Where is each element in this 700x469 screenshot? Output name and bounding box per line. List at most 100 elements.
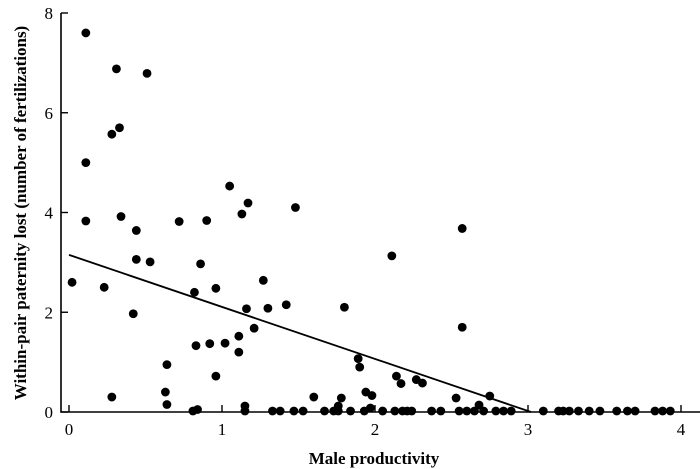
data-point-64 (396, 379, 406, 388)
data-point-53 (346, 406, 355, 416)
data-point-39 (263, 303, 273, 313)
data-point-70 (427, 406, 437, 416)
data-points (67, 28, 675, 416)
data-point-12 (131, 254, 141, 264)
data-point-62 (390, 406, 400, 416)
data-point-82 (499, 406, 508, 416)
data-point-25 (205, 339, 215, 349)
data-point-92 (623, 406, 632, 416)
data-point-32 (237, 209, 247, 219)
data-point-5 (107, 129, 117, 139)
data-point-27 (211, 371, 221, 381)
data-point-36 (242, 304, 251, 314)
data-point-3 (81, 216, 91, 226)
data-point-10 (128, 309, 138, 319)
y-tick-label-1: 2 (45, 303, 54, 322)
data-point-84 (538, 406, 548, 416)
x-axis-title: Male productivity (309, 449, 440, 468)
data-point-6 (112, 64, 121, 74)
data-point-67 (407, 406, 417, 416)
data-point-44 (291, 203, 300, 212)
data-point-59 (367, 391, 377, 400)
data-point-42 (281, 300, 291, 310)
data-point-91 (612, 406, 622, 416)
data-point-95 (658, 406, 668, 416)
y-tick-label-4: 8 (45, 4, 54, 23)
data-point-40 (268, 406, 277, 416)
data-point-30 (234, 331, 244, 341)
data-point-31 (234, 347, 244, 357)
data-point-93 (630, 406, 640, 416)
data-point-71 (436, 406, 446, 416)
data-point-87 (564, 406, 574, 416)
data-point-90 (595, 406, 605, 416)
data-point-23 (196, 259, 205, 269)
data-point-69 (418, 378, 427, 388)
x-tick-label-4: 4 (677, 420, 686, 439)
data-point-14 (145, 257, 155, 267)
data-point-81 (491, 406, 501, 416)
data-point-54 (353, 354, 363, 364)
data-point-18 (174, 217, 184, 226)
data-point-50 (333, 406, 343, 416)
data-point-86 (558, 406, 568, 416)
data-point-52 (340, 302, 349, 312)
data-point-19 (190, 287, 199, 297)
data-point-1 (81, 28, 91, 38)
data-point-7 (115, 123, 124, 133)
data-point-46 (309, 392, 319, 402)
data-point-78 (474, 400, 484, 410)
data-point-58 (366, 403, 375, 413)
y-tick-label-2: 4 (45, 204, 54, 223)
data-point-79 (479, 406, 489, 416)
data-point-83 (506, 406, 516, 416)
data-point-16 (162, 360, 172, 370)
regression-line (68, 254, 532, 413)
data-point-15 (160, 387, 170, 397)
data-point-26 (211, 283, 221, 293)
x-tick-label-1: 1 (218, 420, 227, 439)
data-point-51 (336, 393, 346, 403)
data-point-94 (650, 406, 660, 416)
x-tick-label-0: 0 (65, 420, 74, 439)
data-point-80 (485, 391, 495, 401)
data-point-55 (355, 362, 365, 372)
data-point-75 (457, 322, 467, 332)
data-point-17 (162, 400, 172, 409)
data-point-88 (574, 406, 583, 416)
data-point-11 (131, 226, 141, 235)
data-point-22 (191, 341, 201, 351)
plot-frame (60, 13, 700, 413)
data-point-4 (99, 282, 109, 292)
data-point-0 (67, 277, 77, 287)
data-point-9 (107, 392, 117, 402)
data-point-34 (240, 406, 250, 416)
data-point-77 (470, 406, 479, 416)
data-point-96 (665, 406, 675, 416)
y-tick-label-3: 6 (45, 104, 54, 123)
data-point-72 (451, 393, 461, 403)
x-tick-label-2: 2 (371, 420, 380, 439)
data-point-8 (116, 212, 126, 221)
data-point-24 (202, 216, 212, 225)
data-point-28 (220, 338, 230, 348)
data-point-47 (320, 406, 329, 416)
data-point-13 (142, 68, 152, 78)
data-point-38 (258, 275, 268, 285)
data-point-35 (243, 198, 253, 208)
data-point-60 (378, 406, 388, 416)
x-tick-label-3: 3 (524, 420, 533, 439)
y-tick-label-0: 0 (45, 403, 54, 422)
data-point-61 (387, 251, 397, 261)
data-point-63 (392, 371, 401, 381)
data-point-43 (289, 406, 299, 416)
axes (60, 13, 700, 413)
data-point-29 (225, 181, 235, 191)
ticks (61, 12, 682, 413)
data-point-74 (457, 224, 467, 233)
data-point-45 (298, 406, 308, 416)
data-point-41 (275, 406, 285, 416)
data-point-76 (462, 406, 472, 416)
tick-labels: 0 1 2 3 4 0 2 4 6 8 (45, 4, 686, 439)
